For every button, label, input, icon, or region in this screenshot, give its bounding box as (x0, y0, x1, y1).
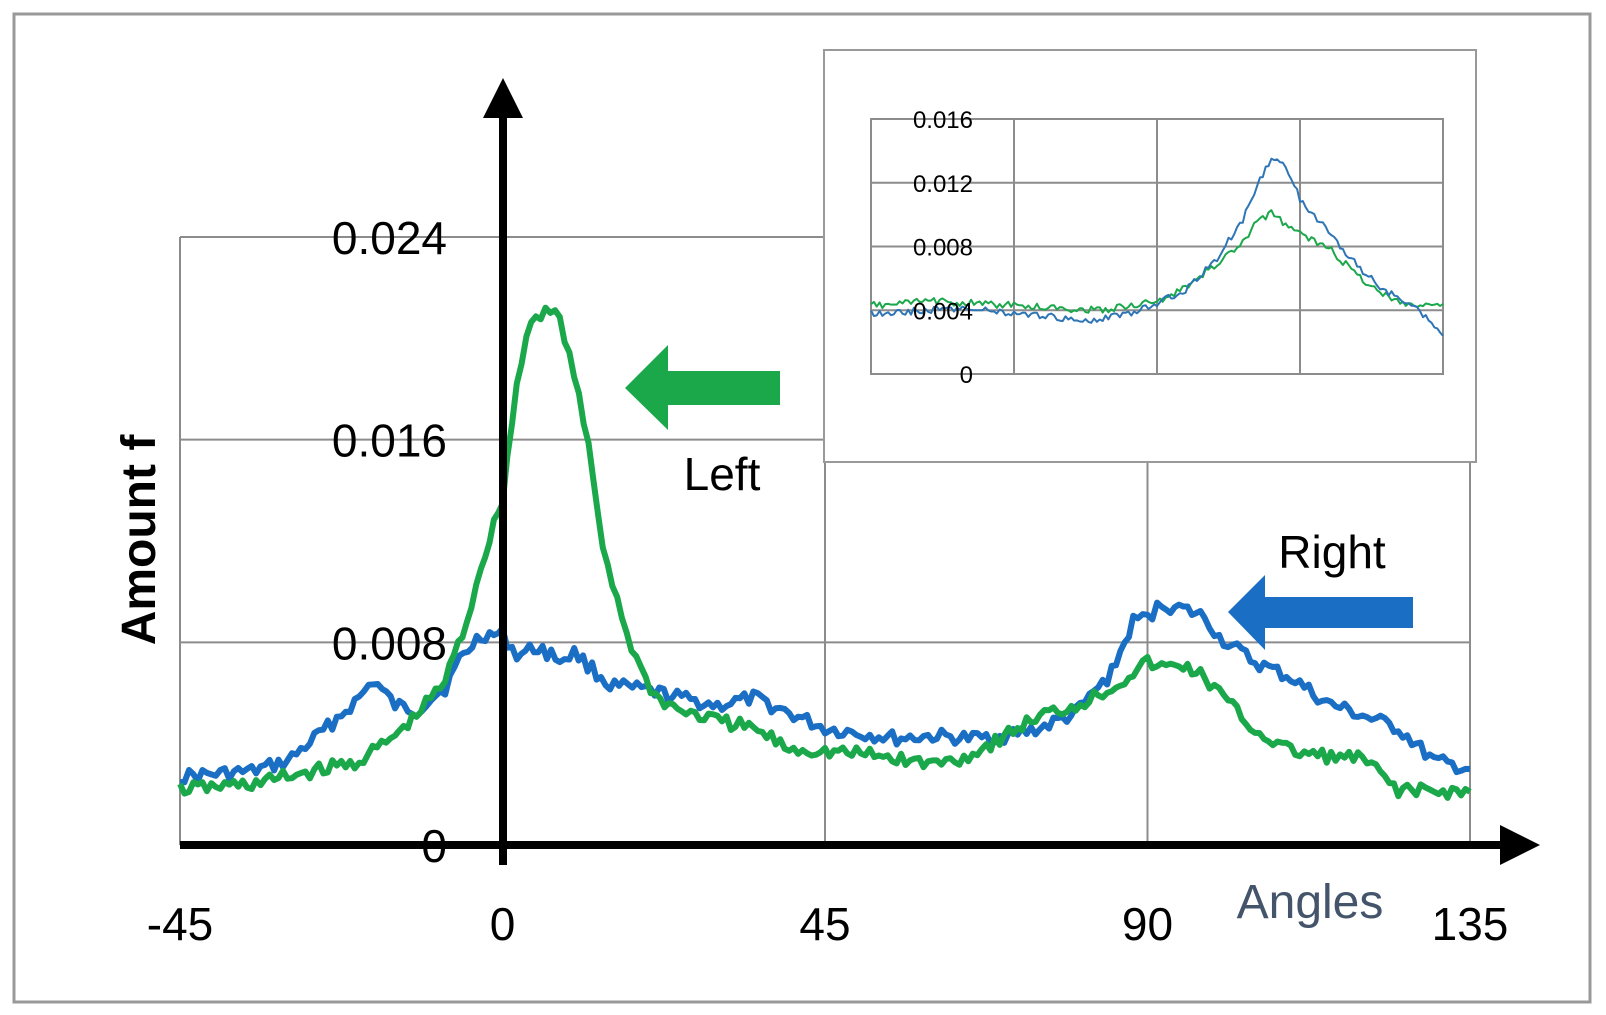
main-axes (180, 78, 1540, 865)
y-tick-label: 0.024 (332, 212, 447, 264)
y-axis-arrowhead (483, 78, 523, 118)
x-tick-label: 45 (799, 898, 850, 950)
inset-chart: 0 0.004 0.008 0.012 0.016 (823, 49, 1477, 463)
inset-y-tick-label: 0.012 (913, 171, 973, 198)
series-line-right (179, 599, 1471, 786)
x-tick-label: 0 (490, 898, 516, 950)
y-tick-label: 0.008 (332, 617, 447, 669)
y-axis-label: Amount f (113, 434, 166, 646)
x-tick-label: 90 (1122, 898, 1173, 950)
left-annotation-label: Left (684, 448, 761, 500)
series-line-left (177, 304, 1472, 801)
inset-series-group (870, 157, 1444, 337)
inset-y-tick-label: 0.004 (913, 298, 973, 325)
x-tick-label: 135 (1432, 898, 1509, 950)
x-axis-label: Angles (1237, 876, 1384, 929)
inset-y-tick-label: 0.016 (913, 107, 973, 134)
inset-series-line (870, 157, 1444, 337)
inset-y-tick-label: 0.008 (913, 235, 973, 262)
x-tick-label: -45 (147, 898, 213, 950)
y-tick-label: 0.016 (332, 415, 447, 467)
inset-gridlines (870, 118, 1444, 375)
inset-series-line (870, 209, 1444, 314)
inset-y-tick-label: 0 (960, 362, 973, 389)
y-tick-label: 0 (421, 820, 447, 872)
inset-y-tick-labels: 0 0.004 0.008 0.012 0.016 (913, 107, 973, 389)
x-axis-arrowhead (1500, 825, 1540, 865)
main-series-group (177, 304, 1472, 801)
left-arrow-annotation (625, 345, 780, 430)
right-arrow-annotation (1228, 575, 1413, 650)
y-tick-labels: 0 0.008 0.016 0.024 (332, 212, 447, 872)
right-annotation-label: Right (1278, 526, 1386, 578)
x-tick-labels: -45 0 45 90 135 (147, 898, 1509, 950)
